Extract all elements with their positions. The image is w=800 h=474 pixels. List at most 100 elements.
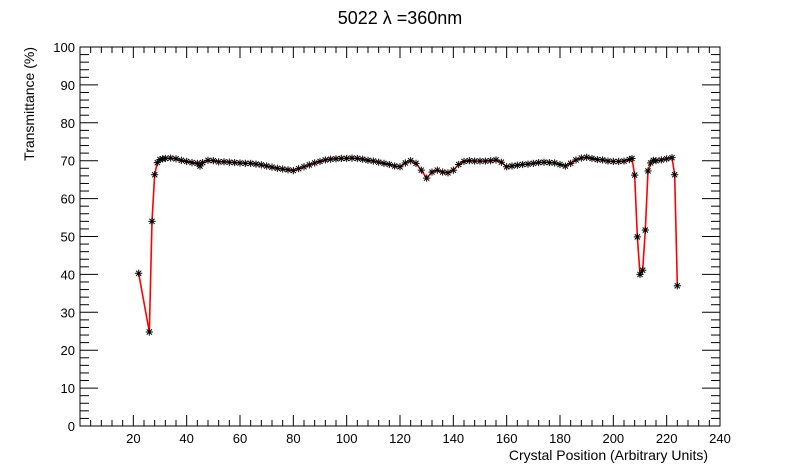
x-tick-label: 120 — [389, 431, 411, 446]
x-tick-label: 60 — [233, 431, 247, 446]
y-tick-label: 10 — [61, 381, 75, 396]
y-tick-label: 30 — [61, 305, 75, 320]
data-point — [252, 160, 260, 168]
x-tick-label: 140 — [442, 431, 464, 446]
data-point — [673, 282, 681, 290]
data-point — [148, 217, 156, 225]
axes: 20 40 60 80 100 120 140 160 180 200 220 240 0 10 20 30 4… — [53, 40, 731, 446]
data-point — [633, 233, 641, 241]
data-point — [449, 166, 457, 174]
data-point — [412, 159, 420, 167]
plot-frame — [79, 46, 721, 427]
data-point — [631, 171, 639, 179]
data-point — [151, 171, 159, 179]
data-point — [231, 158, 239, 167]
x-tick-label: 80 — [286, 431, 300, 446]
data-point — [572, 156, 580, 164]
y-tick-label: 80 — [61, 116, 75, 131]
data-point — [671, 171, 679, 179]
data-point — [268, 163, 276, 171]
data-point — [487, 157, 495, 165]
y-tick-label: 60 — [61, 192, 75, 207]
data-point — [172, 155, 180, 163]
data-point — [167, 154, 175, 162]
data-point — [135, 269, 143, 277]
data-point — [428, 168, 436, 176]
data-point — [177, 156, 185, 164]
data-point — [321, 156, 329, 164]
data-point — [279, 165, 287, 173]
data-point — [439, 168, 447, 176]
data-point — [364, 156, 372, 164]
y-tick-label: 40 — [61, 267, 75, 282]
chart-title: 5022 λ =360nm — [338, 8, 463, 28]
data-point — [588, 154, 596, 163]
data-point — [273, 164, 281, 172]
data-point — [583, 153, 591, 161]
data-point — [145, 328, 153, 336]
data-point — [423, 174, 431, 182]
data-point — [628, 154, 636, 163]
x-tick-label: 200 — [602, 431, 624, 446]
data-point — [433, 166, 441, 174]
y-tick-label: 70 — [61, 154, 75, 169]
data-point — [257, 161, 265, 169]
y-tick-label: 50 — [61, 230, 75, 245]
data-point — [636, 270, 644, 278]
data-point — [359, 155, 367, 163]
data-point — [263, 162, 271, 170]
data-point — [247, 159, 255, 167]
data-point — [305, 161, 313, 169]
data-point — [652, 157, 660, 165]
data-point — [524, 160, 532, 168]
data-point — [609, 157, 617, 166]
data-point — [644, 167, 652, 175]
x-tick-label: 160 — [496, 431, 518, 446]
data-point — [551, 159, 559, 167]
x-tick-label: 100 — [336, 431, 358, 446]
x-tick-label: 220 — [656, 431, 678, 446]
data-point — [199, 158, 207, 167]
data-point — [316, 157, 324, 166]
data-point — [369, 157, 377, 165]
data-point — [385, 160, 393, 169]
data-point — [407, 157, 415, 165]
data-point — [503, 163, 511, 171]
data-point — [620, 157, 628, 165]
y-tick-label: 100 — [53, 40, 75, 55]
data-point — [663, 155, 671, 163]
data-point — [657, 156, 665, 164]
data-point — [353, 154, 361, 163]
data-point — [444, 169, 452, 177]
y-tick-label: 90 — [61, 78, 75, 93]
y-tick-label: 0 — [68, 419, 75, 434]
y-axis-label: Transmittance (%) — [21, 47, 37, 161]
data-point — [529, 159, 537, 167]
data-point — [455, 160, 463, 169]
data-point — [561, 162, 569, 170]
data-point — [188, 158, 196, 167]
data-point — [401, 159, 409, 167]
x-tick-label: 240 — [709, 431, 731, 446]
x-tick-label: 40 — [179, 431, 193, 446]
series-line — [137, 156, 679, 333]
x-tick-label: 180 — [549, 431, 571, 446]
data-point — [599, 156, 607, 164]
data-point — [209, 157, 217, 165]
data-point — [641, 226, 649, 234]
data-points — [135, 153, 681, 336]
data-point — [300, 163, 308, 171]
data-point — [577, 154, 585, 162]
data-point — [311, 159, 319, 167]
data-point — [284, 166, 292, 174]
data-point — [391, 162, 399, 170]
data-point — [492, 156, 500, 164]
data-point — [668, 154, 676, 162]
data-point — [289, 166, 297, 175]
data-point — [567, 159, 575, 167]
data-point — [513, 161, 521, 169]
data-point — [375, 158, 383, 166]
data-point — [508, 162, 516, 170]
x-tick-label: 20 — [126, 431, 140, 446]
